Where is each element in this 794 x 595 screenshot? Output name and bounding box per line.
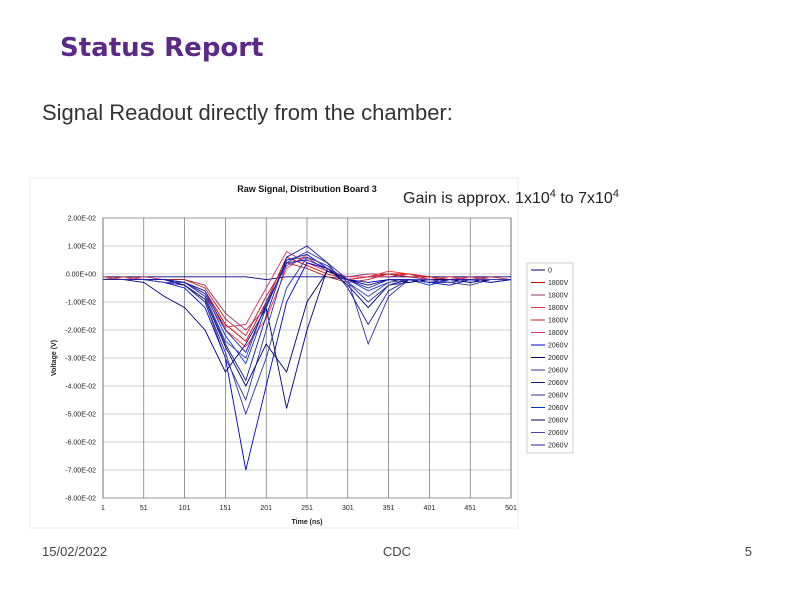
x-tick-label: 201 (260, 505, 272, 512)
gain-note-text: Gain is approx. 1x10 (403, 190, 550, 207)
x-tick-label: 51 (140, 505, 148, 512)
x-tick-label: 1 (101, 505, 105, 512)
x-tick-label: 351 (383, 505, 395, 512)
x-tick-label: 251 (301, 505, 313, 512)
y-tick-label: -2.00E-02 (65, 328, 96, 335)
y-tick-label: 1.00E-02 (68, 244, 97, 251)
y-axis-label: Voltage (V) (51, 340, 58, 376)
gain-note-text: to 7x10 (556, 190, 613, 207)
legend-label: 2060V (548, 368, 569, 375)
slide-subtitle: Signal Readout directly from the chamber… (42, 100, 453, 125)
x-tick-label: 501 (505, 505, 517, 512)
chart-title: Raw Signal, Distribution Board 3 (237, 184, 377, 194)
x-tick-label: 401 (424, 505, 436, 512)
series-line (103, 262, 512, 471)
page-number: 5 (745, 544, 752, 559)
series-line (102, 262, 512, 337)
legend-label: 2060V (548, 355, 569, 362)
legend-label: 2060V (548, 443, 569, 450)
legend-label: 2060V (548, 430, 569, 437)
gain-note: Gain is approx. 1x104 to 7x104 (403, 188, 619, 207)
y-tick-label: -3.00E-02 (65, 356, 96, 363)
series-line (103, 256, 511, 359)
x-tick-label: 301 (342, 505, 354, 512)
slide-title: Status Report (60, 33, 264, 63)
gain-note-exponent: 4 (613, 188, 619, 200)
legend-label: 2060V (548, 343, 569, 350)
legend-label: 1800V (548, 330, 569, 337)
x-axis-label: Time (ns) (292, 519, 323, 526)
x-tick-label: 101 (179, 505, 191, 512)
x-tick-label: 451 (464, 505, 476, 512)
legend-label: 2060V (548, 393, 569, 400)
legend-label: 1800V (548, 280, 569, 287)
legend-label: 1800V (548, 293, 569, 300)
y-tick-label: -8.00E-02 (65, 496, 96, 503)
y-tick-label: -4.00E-02 (65, 384, 96, 391)
footer-date: 15/02/2022 (42, 544, 107, 559)
series-line (103, 259, 512, 354)
legend-label: 2060V (548, 418, 569, 425)
series-line (103, 270, 511, 388)
y-tick-label: 2.00E-02 (68, 216, 97, 223)
legend-label: 1800V (548, 305, 569, 312)
y-tick-label: -7.00E-02 (65, 468, 96, 475)
y-tick-label: -1.00E-02 (65, 300, 96, 307)
legend-label: 0 (548, 268, 552, 275)
gain-note-exponent: 4 (550, 188, 556, 200)
legend-label: 2060V (548, 405, 569, 412)
x-tick-label: 151 (220, 505, 232, 512)
footer-center: CDC (383, 544, 411, 559)
y-tick-label: -6.00E-02 (65, 440, 96, 447)
y-tick-label: -5.00E-02 (65, 412, 96, 419)
legend-label: 1800V (548, 318, 569, 325)
series-line (103, 276, 511, 281)
legend-label: 2060V (548, 380, 569, 387)
y-tick-label: 0.00E+00 (66, 272, 96, 279)
